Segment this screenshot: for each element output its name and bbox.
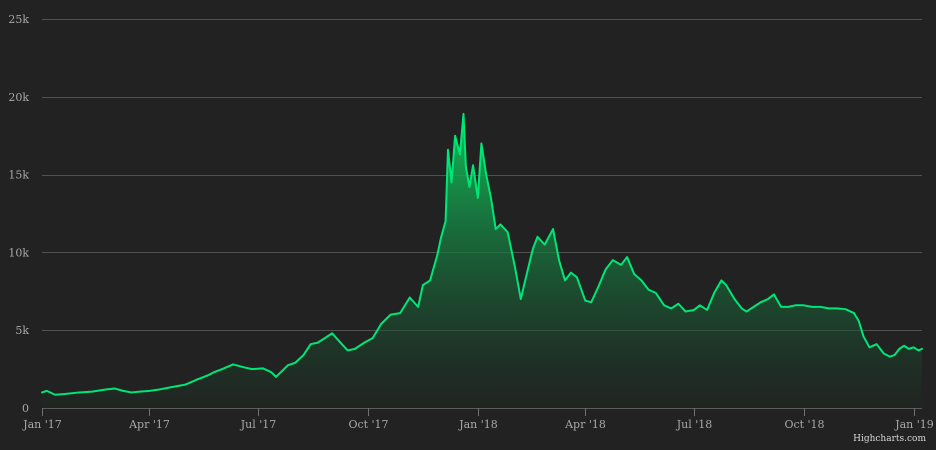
y-tick-label: 0 (22, 402, 29, 415)
x-tick-label: Jul '17 (240, 418, 277, 431)
axes (42, 408, 922, 416)
x-tick-label: Apr '18 (564, 418, 606, 431)
y-tick-label: 15k (8, 169, 29, 182)
x-tick-label: Apr '17 (128, 418, 170, 431)
tick-labels: Jan '17 Apr '17 Jul '17 Oct '17 Jan '18 Apr '… (8, 13, 933, 431)
x-tick-label: Oct '17 (348, 418, 388, 431)
y-tick-label: 10k (8, 246, 29, 259)
credits-link[interactable]: Highcharts.com (853, 434, 926, 444)
series-area (41, 112, 923, 409)
y-tick-label: 20k (8, 91, 29, 104)
x-tick-label: Jan '17 (22, 418, 62, 431)
x-tick-label: Oct '18 (784, 418, 824, 431)
x-tick-label: Jan '19 (894, 418, 934, 431)
series-line (41, 112, 923, 396)
y-tick-label: 25k (8, 13, 29, 26)
series-area-fill (42, 113, 922, 409)
x-tick-label: Jul '18 (676, 418, 713, 431)
x-tick-label: Jan '18 (458, 418, 498, 431)
y-tick-label: 5k (15, 324, 29, 337)
